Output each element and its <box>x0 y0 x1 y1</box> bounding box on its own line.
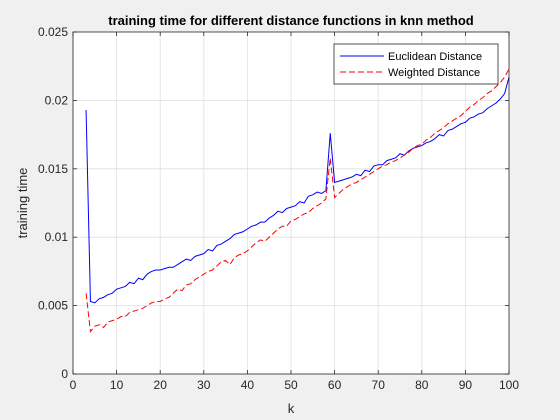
x-axis-label: k <box>288 401 295 416</box>
y-tick-label: 0 <box>61 367 68 381</box>
legend-label-euclidean: Euclidean Distance <box>388 51 482 63</box>
y-tick-label: 0.005 <box>38 299 68 313</box>
chart-title: training time for different distance fun… <box>108 13 474 28</box>
x-tick-label: 20 <box>154 378 168 392</box>
series-layer <box>85 68 510 333</box>
legend-box <box>333 43 499 85</box>
legend: Euclidean Distance Weighted Distance <box>333 43 499 85</box>
x-tick-label: 60 <box>328 378 342 392</box>
legend-label-weighted: Weighted Distance <box>388 67 480 79</box>
y-tick-label: 0.015 <box>38 162 68 176</box>
x-tick-label: 0 <box>70 378 77 392</box>
x-tick-label: 10 <box>110 378 124 392</box>
grid <box>73 32 509 374</box>
x-tick-label: 70 <box>372 378 386 392</box>
x-tick-label: 50 <box>284 378 298 392</box>
series-line-euclidean <box>85 77 510 304</box>
x-tick-label: 90 <box>459 378 473 392</box>
x-tick-label: 100 <box>499 378 519 392</box>
series-line-weighted <box>85 68 510 333</box>
x-tick-label: 80 <box>415 378 429 392</box>
y-tick-label: 0.02 <box>45 93 69 107</box>
y-axis-label: training time <box>15 168 30 239</box>
ticks: 0 10 20 30 40 50 60 70 80 90 100 0 0.005 0.01 0.015 0.0… <box>38 25 519 392</box>
x-tick-label: 30 <box>197 378 211 392</box>
x-tick-label: 40 <box>241 378 255 392</box>
y-tick-label: 0.01 <box>45 230 69 244</box>
y-tick-label: 0.025 <box>38 25 68 39</box>
